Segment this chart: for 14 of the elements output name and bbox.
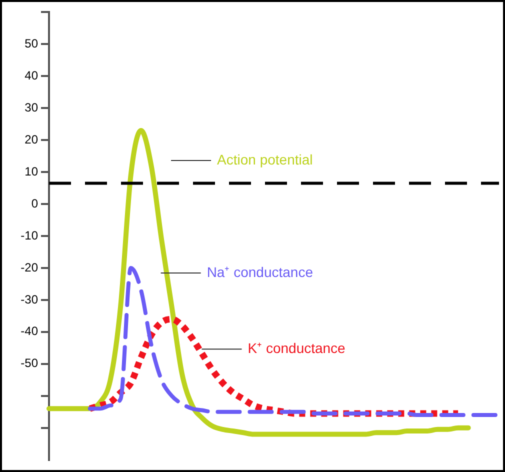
- y-tick-label: 10: [24, 164, 38, 178]
- y-tick-label: 20: [24, 132, 38, 146]
- y-tick-label: -30: [20, 292, 38, 306]
- y-tick-label: 40: [24, 68, 38, 82]
- text: K⁺ conductance: [248, 340, 346, 356]
- y-tick-label: -10: [20, 228, 38, 242]
- text: Na⁺ conductance: [206, 264, 314, 280]
- y-tick-label: 50: [24, 36, 38, 50]
- y-tick-label: 30: [24, 100, 38, 114]
- y-tick-label: -50: [20, 356, 38, 370]
- text: Action potential: [217, 151, 313, 168]
- y-tick-label: 0: [31, 196, 38, 210]
- y-tick-label: -20: [20, 260, 38, 274]
- y-tick-label: -40: [20, 324, 38, 338]
